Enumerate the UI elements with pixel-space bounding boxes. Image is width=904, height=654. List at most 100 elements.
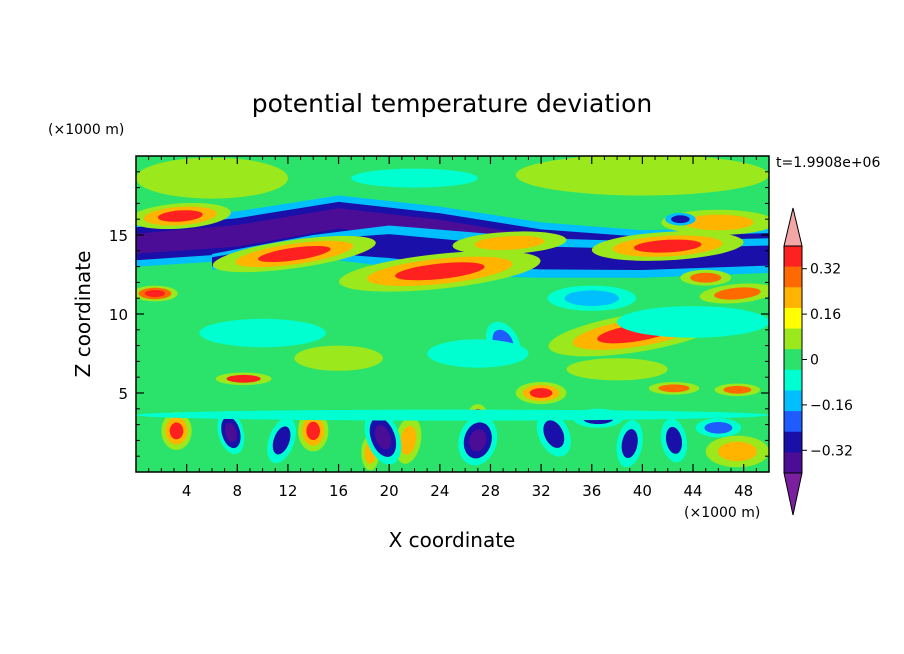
contour-feature	[714, 383, 761, 397]
colorbar-swatch	[784, 287, 802, 309]
contour-level	[474, 235, 545, 250]
contour-level	[374, 425, 392, 450]
contour-level	[665, 426, 683, 454]
contour-feature	[136, 157, 288, 199]
contour-feature	[452, 231, 567, 255]
contour-level	[690, 272, 722, 283]
contour-feature	[364, 409, 402, 465]
contour-level	[633, 239, 702, 253]
contour-feature	[215, 372, 272, 386]
contour-level	[351, 168, 478, 188]
y-tick-label: 10	[109, 306, 128, 324]
contour-feature	[566, 358, 668, 381]
x-unit-label: (×1000 m)	[684, 505, 760, 521]
contour-level	[564, 290, 620, 307]
contour-level	[515, 156, 769, 196]
contour-feature	[351, 168, 478, 188]
contour-feature	[515, 381, 567, 405]
contour-level	[714, 287, 761, 300]
x-tick-label: 36	[582, 482, 601, 500]
contour-feature	[616, 420, 643, 468]
contour-feature	[136, 409, 769, 421]
y-unit-label: (×1000 m)	[48, 122, 124, 138]
contour-feature	[427, 339, 529, 368]
contour-level	[136, 157, 288, 199]
x-tick-label: 20	[380, 482, 399, 500]
colorbar-bottom-arrow	[783, 472, 803, 516]
contour-feature	[680, 269, 731, 286]
x-tick-label: 44	[683, 482, 702, 500]
colorbar-tick-label: 0.16	[810, 307, 841, 323]
contour-level	[224, 422, 237, 443]
time-label: t=1.9908e+06	[776, 155, 880, 171]
y-tick-label: 15	[109, 227, 128, 245]
y-tick-label: 5	[118, 385, 128, 403]
contour-level	[395, 262, 485, 281]
contour-feature	[665, 212, 696, 226]
x-tick-label: 4	[182, 482, 192, 500]
contour-feature	[547, 285, 637, 311]
contour-level	[617, 306, 769, 338]
contour-feature	[591, 231, 744, 261]
contour-level	[543, 420, 565, 448]
chart-title: potential temperature deviation	[252, 89, 652, 118]
colorbar-swatch	[784, 266, 802, 288]
colorbar-swatch	[784, 349, 802, 371]
y-axis-ticks: 5 10 15	[109, 171, 769, 457]
x-tick-label: 28	[481, 482, 500, 500]
contour-level	[427, 339, 529, 368]
contour-feature	[136, 285, 178, 302]
contour-level	[717, 441, 757, 462]
contour-feature	[695, 418, 742, 438]
contour-level	[144, 290, 166, 297]
contour-level	[294, 345, 383, 371]
contour-feature	[648, 382, 700, 395]
contour-feature	[515, 156, 769, 196]
colorbar-swatch	[784, 328, 802, 350]
x-tick-label: 16	[329, 482, 348, 500]
x-tick-label: 8	[233, 482, 243, 500]
contour-feature	[699, 283, 769, 304]
x-tick-label: 24	[430, 482, 449, 500]
contour-feature	[536, 411, 571, 457]
colorbar-tick-label: 0.32	[810, 262, 841, 278]
x-tick-label: 32	[532, 482, 551, 500]
contour-level	[469, 429, 487, 452]
colorbar-swatch	[784, 246, 802, 267]
contour-feature	[136, 202, 231, 230]
contour-level	[621, 429, 638, 459]
contour-feature	[339, 251, 541, 292]
colorbar-swatch	[784, 390, 802, 412]
contour-level	[199, 318, 326, 348]
contour-level	[136, 409, 769, 421]
contour-level	[704, 422, 733, 434]
contour-level	[226, 374, 261, 383]
x-tick-label: 40	[633, 482, 652, 500]
x-tick-label: 12	[278, 482, 297, 500]
colorbar-swatch	[784, 411, 802, 433]
contour-level	[658, 384, 690, 393]
x-tick-label: 48	[734, 482, 753, 500]
contour-feature	[267, 417, 297, 464]
contour-feature	[294, 345, 383, 371]
x-axis-label: X coordinate	[389, 528, 516, 552]
contour-feature	[199, 318, 326, 348]
contour-level	[671, 215, 690, 224]
contour-level	[169, 422, 184, 440]
colorbar-tick-label: −0.32	[810, 443, 853, 459]
contour-feature	[217, 410, 245, 455]
contour-feature	[705, 435, 769, 468]
contour-feature	[212, 235, 376, 273]
contour-level	[272, 426, 291, 455]
colorbar-top-arrow	[783, 207, 803, 247]
contour-feature	[395, 416, 422, 464]
x-axis-ticks: 4 8 12 16 20 24 28 32 36 40 44 48	[148, 156, 757, 500]
contour-feature	[161, 411, 192, 450]
contour-feature	[617, 306, 769, 338]
plot-area	[136, 156, 769, 472]
contour-level	[258, 245, 331, 263]
contour-level	[400, 425, 417, 455]
contour-level	[683, 214, 754, 231]
colorbar-swatch	[784, 431, 802, 453]
